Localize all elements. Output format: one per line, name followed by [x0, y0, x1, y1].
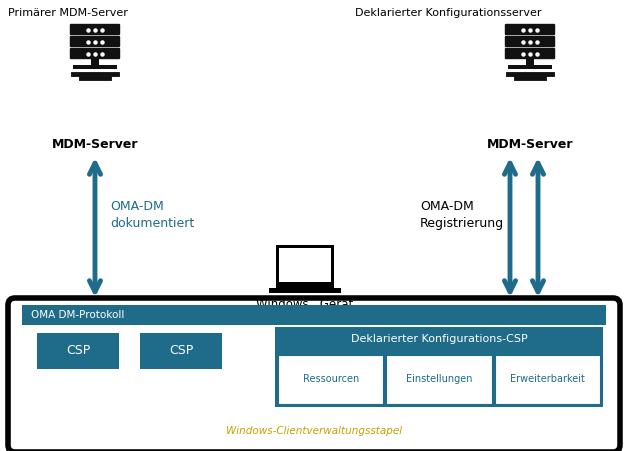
Text: Einstellungen: Einstellungen — [406, 374, 472, 385]
FancyBboxPatch shape — [508, 65, 552, 69]
FancyBboxPatch shape — [140, 333, 222, 369]
FancyBboxPatch shape — [495, 355, 600, 404]
FancyBboxPatch shape — [70, 36, 120, 47]
FancyBboxPatch shape — [70, 24, 120, 35]
FancyBboxPatch shape — [91, 58, 99, 65]
Text: Deklarierter Konfigurationsserver: Deklarierter Konfigurationsserver — [355, 8, 542, 18]
Text: MDM-Server: MDM-Server — [487, 138, 573, 151]
Text: Ressourcen: Ressourcen — [303, 374, 359, 385]
FancyBboxPatch shape — [22, 305, 606, 325]
Text: Windows   Gerät: Windows Gerät — [256, 298, 354, 311]
FancyBboxPatch shape — [278, 355, 383, 404]
FancyBboxPatch shape — [73, 65, 117, 69]
FancyBboxPatch shape — [526, 58, 534, 65]
FancyBboxPatch shape — [505, 24, 555, 35]
Text: OMA DM-Protokoll: OMA DM-Protokoll — [31, 310, 124, 320]
FancyBboxPatch shape — [505, 36, 555, 47]
FancyBboxPatch shape — [8, 298, 620, 451]
FancyBboxPatch shape — [505, 48, 555, 59]
FancyBboxPatch shape — [70, 48, 120, 59]
FancyBboxPatch shape — [279, 248, 331, 282]
Text: Primärer MDM-Server: Primärer MDM-Server — [8, 8, 128, 18]
Text: CSP: CSP — [169, 345, 193, 358]
Text: MDM-Server: MDM-Server — [52, 138, 139, 151]
Text: Deklarierter Konfigurations-CSP: Deklarierter Konfigurations-CSP — [351, 335, 527, 345]
Text: Windows-Clientverwaltungsstapel: Windows-Clientverwaltungsstapel — [226, 426, 402, 436]
FancyBboxPatch shape — [276, 245, 334, 285]
FancyBboxPatch shape — [269, 288, 341, 293]
Text: OMA-DM
dokumentiert: OMA-DM dokumentiert — [110, 200, 194, 230]
FancyBboxPatch shape — [275, 327, 603, 407]
FancyBboxPatch shape — [276, 285, 334, 288]
FancyBboxPatch shape — [37, 333, 119, 369]
Text: CSP: CSP — [66, 345, 90, 358]
Text: Erweiterbarkeit: Erweiterbarkeit — [510, 374, 585, 385]
FancyBboxPatch shape — [386, 355, 492, 404]
Text: OMA-DM
Registrierung: OMA-DM Registrierung — [420, 200, 504, 230]
